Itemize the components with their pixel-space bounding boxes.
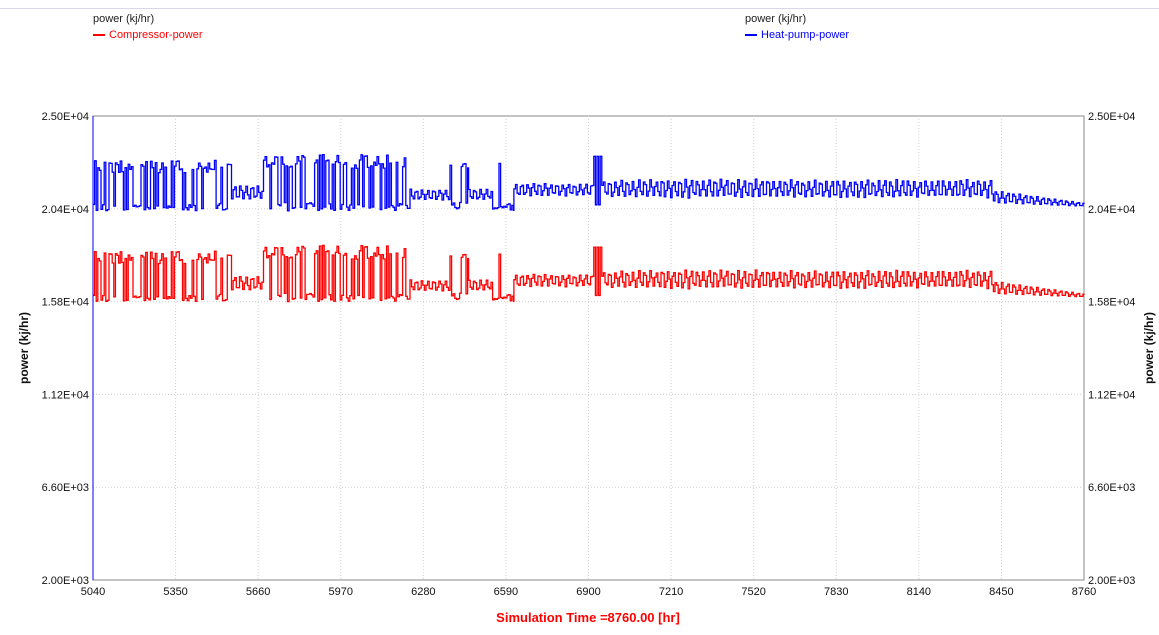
- x-tick-label: 5040: [81, 586, 105, 598]
- y-axis-left: 2.00E+03 6.60E+03 1.12E+04 1.58E+04 2.04E+04…: [42, 111, 89, 587]
- x-tick-label: 5350: [163, 586, 187, 598]
- y-axis-right: 2.00E+03 6.60E+03 1.12E+04 1.58E+04 2.04E+04…: [1088, 111, 1135, 587]
- y-tick-label-right: 2.00E+03: [1088, 575, 1135, 587]
- y-tick-label-right: 1.12E+04: [1088, 389, 1135, 401]
- x-tick-label: 8760: [1072, 586, 1096, 598]
- legend-right: power (kj/hr) Heat-pump-power: [745, 12, 849, 42]
- x-tick-label: 7210: [659, 586, 683, 598]
- x-tick-label: 5970: [329, 586, 353, 598]
- x-tick-label: 8450: [989, 586, 1013, 598]
- legend-label-compressor-power: Compressor-power: [109, 29, 203, 41]
- x-tick-label: 6900: [576, 586, 600, 598]
- legend-swatch-compressor: [93, 34, 105, 37]
- y-tick-label-left: 2.04E+04: [42, 204, 89, 216]
- y-tick-label-left: 1.12E+04: [42, 389, 89, 401]
- x-axis-label: Simulation Time =8760.00 [hr]: [496, 610, 680, 625]
- legend-left-unit-title: power (kj/hr): [93, 13, 155, 25]
- y-tick-label-left: 2.00E+03: [42, 575, 89, 587]
- x-axis: 5040 5350 5660 5970 6280 6590 6900 7210 7520 7830…: [81, 586, 1096, 598]
- x-tick-label: 7520: [741, 586, 765, 598]
- y-tick-label-left: 2.50E+04: [42, 111, 89, 123]
- y-tick-label-right: 2.04E+04: [1088, 204, 1135, 216]
- legend-left: power (kj/hr) Compressor-power: [93, 12, 203, 42]
- y-axis-label-left: power (kj/hr): [17, 312, 31, 384]
- legend-item-heat-pump-power[interactable]: Heat-pump-power: [745, 28, 849, 42]
- y-tick-label-right: 2.50E+04: [1088, 111, 1135, 123]
- y-tick-label-left: 6.60E+03: [42, 482, 89, 494]
- y-tick-label-right: 6.60E+03: [1088, 482, 1135, 494]
- series-line-heat-pump-power: [93, 154, 1085, 212]
- y-tick-label-left: 1.58E+04: [42, 297, 89, 309]
- window-top-border: [0, 8, 1159, 9]
- x-tick-label: 5660: [246, 586, 270, 598]
- legend-label-heat-pump-power: Heat-pump-power: [761, 29, 850, 41]
- x-tick-label: 8140: [907, 586, 931, 598]
- legend-right-unit-title: power (kj/hr): [745, 13, 807, 25]
- x-tick-label: 7830: [824, 586, 848, 598]
- legend-swatch-heat-pump: [745, 34, 757, 37]
- y-axis-label-right: power (kj/hr): [1142, 312, 1156, 384]
- series-layer: [92, 116, 1085, 580]
- y-tick-label-right: 1.58E+04: [1088, 297, 1135, 309]
- x-tick-label: 6590: [494, 586, 518, 598]
- legend-item-compressor-power[interactable]: Compressor-power: [93, 28, 203, 42]
- grid-lines: [93, 116, 1084, 580]
- series-line-compressor-power: [93, 244, 1085, 303]
- x-tick-label: 6280: [411, 586, 435, 598]
